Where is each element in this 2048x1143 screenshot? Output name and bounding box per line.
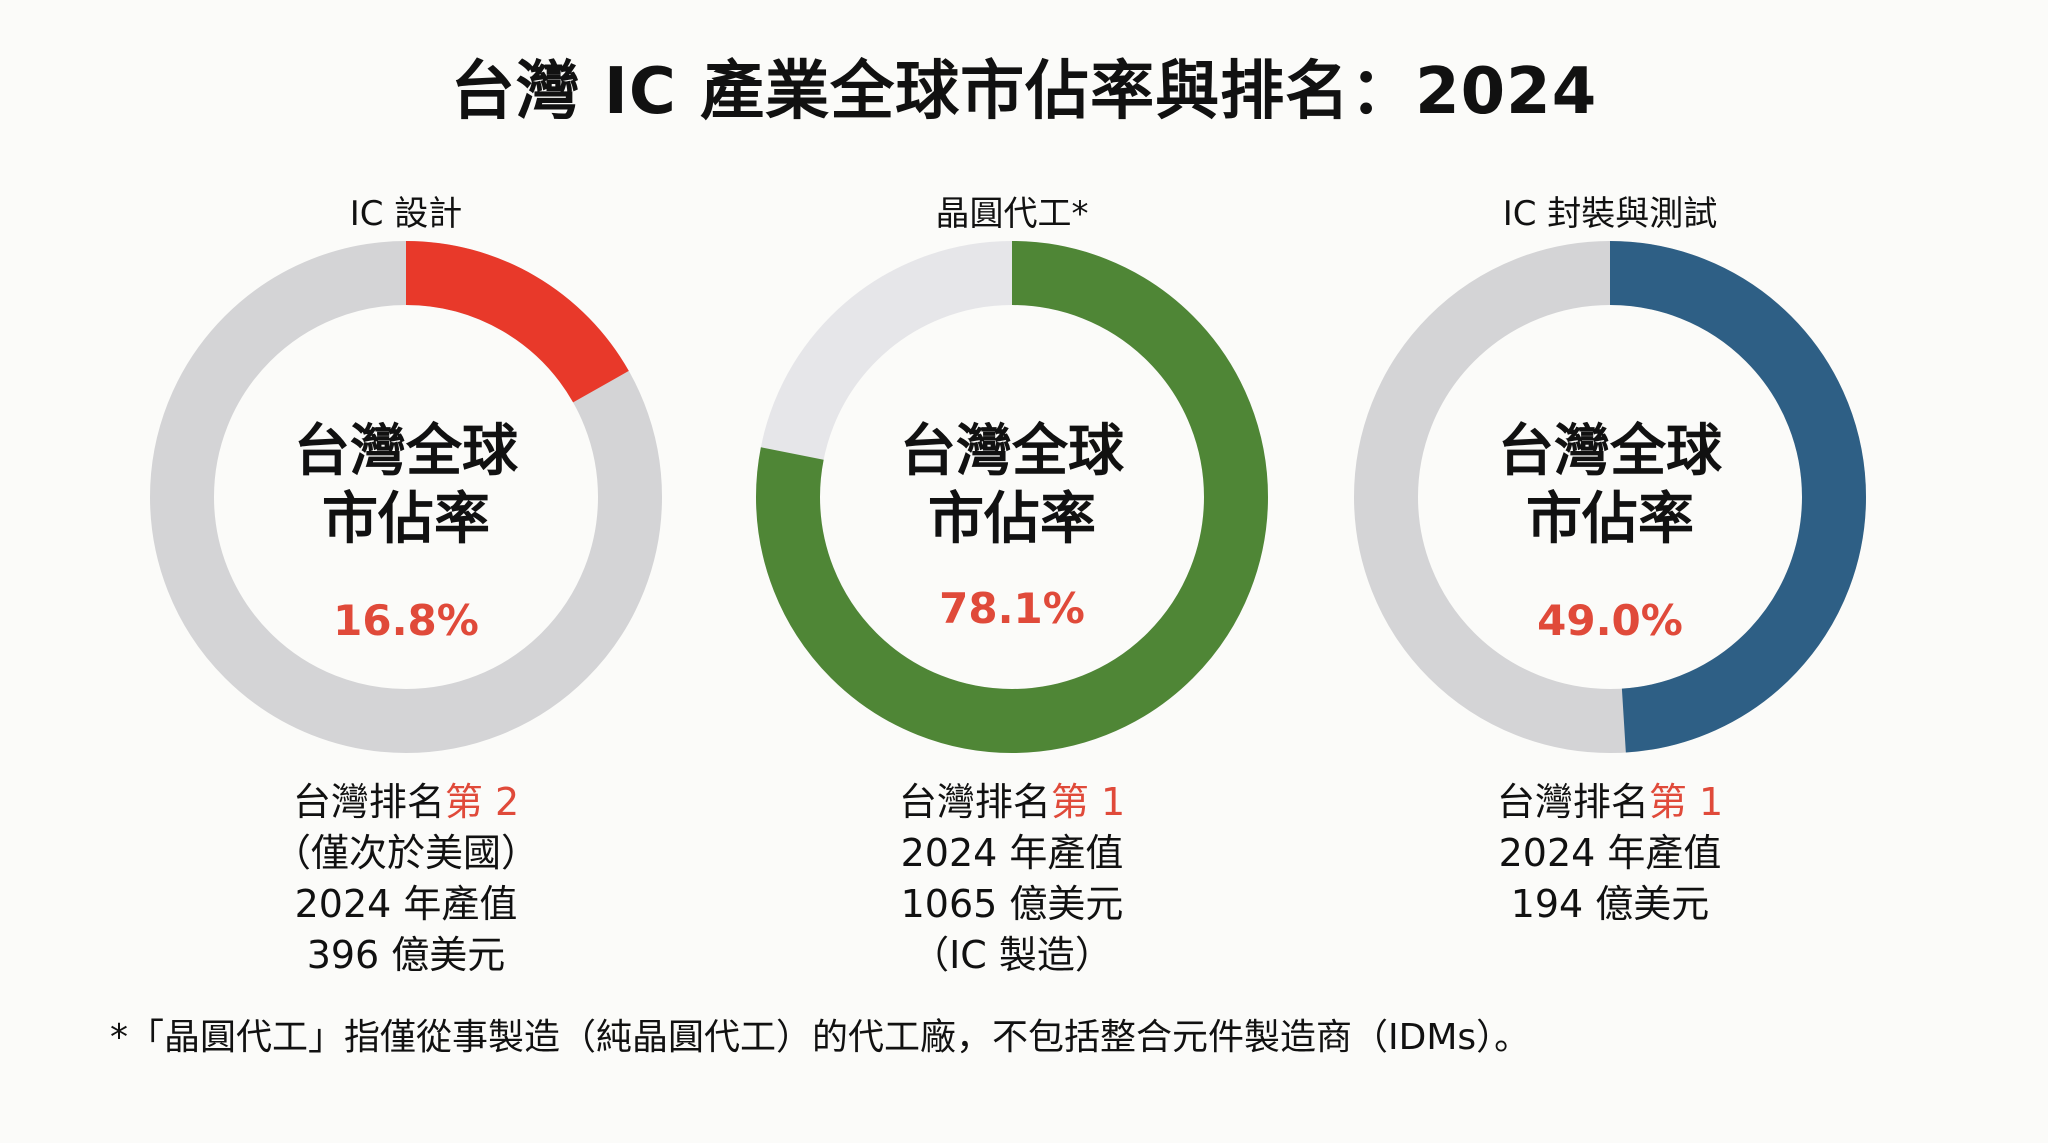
info-line: 194 億美元 — [1510, 882, 1710, 926]
info-line: 396 億美元 — [306, 933, 506, 977]
info-line: （僅次於美國） — [272, 831, 539, 875]
share-value-label: 49.0% — [1537, 596, 1683, 645]
center-label-line: 市佔率 — [322, 487, 490, 552]
share-value-label: 78.1% — [939, 584, 1085, 633]
donut-share-segment — [756, 241, 1268, 753]
center-label-line: 台灣全球 — [1498, 419, 1722, 484]
footnote: *「晶圓代工」指僅從事製造（純晶圓代工）的代工廠，不包括整合元件製造商（IDMs… — [110, 1017, 1531, 1058]
rank-prefix: 台灣排名 — [898, 780, 1051, 824]
category-title: 晶圓代工* — [935, 194, 1089, 234]
rank-value: 第 1 — [1648, 780, 1724, 824]
donut-panel: IC 設計 台灣全球 市佔率 16.8% 台灣排名第 2 （僅次於美國） 2024 年產值… — [106, 0, 706, 1143]
rank-info: 台灣排名第 2 （僅次於美國） 2024 年產值 396 億美元 — [106, 777, 706, 981]
info-line: 2024 年產值 — [900, 831, 1124, 875]
donut-share-segment — [150, 241, 662, 753]
rank-value: 第 1 — [1050, 780, 1126, 824]
page-title: 台灣 IC 產業全球市佔率與排名：2024 — [450, 55, 1598, 129]
rank-info: 台灣排名第 1 2024 年產值 1065 億美元 （IC 製造） — [712, 777, 1312, 981]
center-label: 台灣全球 市佔率 — [1310, 418, 1910, 554]
info-line: 2024 年產值 — [294, 882, 518, 926]
rank-prefix: 台灣排名 — [292, 780, 445, 824]
info-line: 1065 億美元 — [900, 882, 1124, 926]
center-label-line: 台灣全球 — [294, 419, 518, 484]
info-line: 2024 年產值 — [1498, 831, 1722, 875]
donut-share-segment — [1354, 241, 1866, 753]
center-label-line: 市佔率 — [928, 487, 1096, 552]
category-title: IC 封裝與測試 — [1502, 194, 1718, 234]
center-label: 台灣全球 市佔率 — [106, 418, 706, 554]
donut-chart — [756, 241, 1268, 753]
center-label-line: 台灣全球 — [900, 419, 1124, 484]
center-label-line: 市佔率 — [1526, 487, 1694, 552]
donut-chart — [150, 241, 662, 753]
category-title: IC 設計 — [349, 194, 463, 234]
rank-info: 台灣排名第 1 2024 年產值 194 億美元 — [1310, 777, 1910, 930]
rank-prefix: 台灣排名 — [1496, 780, 1649, 824]
rank-value: 第 2 — [444, 780, 520, 824]
center-label: 台灣全球 市佔率 — [712, 418, 1312, 554]
info-line: （IC 製造） — [911, 933, 1113, 977]
share-value-label: 16.8% — [333, 596, 479, 645]
donut-panel: IC 封裝與測試 台灣全球 市佔率 49.0% 台灣排名第 1 2024 年產值 194 … — [1310, 0, 1910, 1143]
donut-panel: 晶圓代工* 台灣全球 市佔率 78.1% 台灣排名第 1 2024 年產值 1065 億美… — [712, 0, 1312, 1143]
donut-chart — [1354, 241, 1866, 753]
